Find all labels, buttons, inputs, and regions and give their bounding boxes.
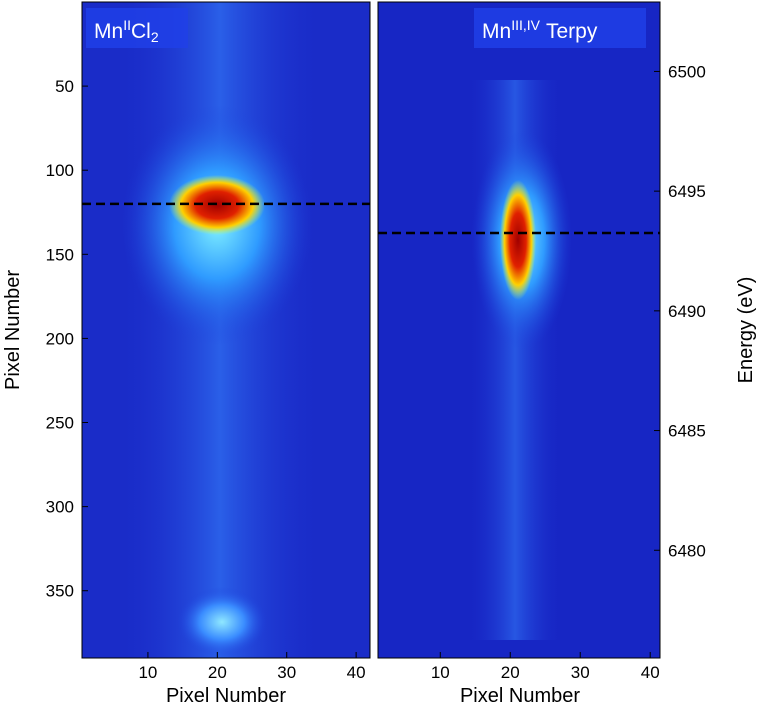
x-tick-label: 20 — [501, 663, 520, 682]
y-tick-label: 100 — [46, 161, 74, 180]
annotation-part: Terpy — [546, 20, 598, 43]
x-tick-label: 10 — [431, 663, 450, 682]
x-tick-label: 40 — [641, 663, 660, 682]
x-axis-label: Pixel Number — [460, 685, 580, 707]
x-tick-label: 40 — [347, 663, 366, 682]
y-tick-label: 300 — [46, 498, 74, 517]
y-tick-label: 6500 — [668, 62, 706, 81]
annotation-part: Mn — [482, 20, 511, 43]
annotation-box — [86, 8, 188, 48]
panel-right-image — [378, 2, 660, 658]
y-tick-label: 6485 — [668, 422, 706, 441]
annotation-part: Mn — [94, 20, 123, 43]
plot-frame — [377, 1, 661, 659]
annotation-box — [474, 8, 646, 48]
y-tick-label: 6495 — [668, 182, 706, 201]
plot-frame — [81, 1, 371, 659]
annotation-part: III,IV — [511, 17, 540, 33]
annotation-part: 2 — [151, 29, 159, 45]
y-axis-label: Energy (eV) — [735, 277, 757, 384]
x-axis-label: Pixel Number — [166, 685, 286, 707]
y-tick-label: 350 — [46, 582, 74, 601]
y-tick-label: 250 — [46, 414, 74, 433]
annotation: MnIII,IV Terpy — [482, 17, 598, 43]
annotation-part: Cl — [131, 20, 151, 43]
x-tick-label: 10 — [138, 663, 157, 682]
y-tick-label: 6490 — [668, 302, 706, 321]
x-tick-label: 30 — [277, 663, 296, 682]
x-tick-label: 20 — [208, 663, 227, 682]
y-tick-label: 150 — [46, 245, 74, 264]
panel-left-image — [82, 2, 370, 658]
annotation: MnIICl2 — [94, 17, 159, 45]
y-axis-label: Pixel Number — [2, 270, 24, 390]
y-tick-label: 50 — [55, 77, 74, 96]
x-tick-label: 30 — [571, 663, 590, 682]
y-tick-label: 6480 — [668, 541, 706, 560]
annotation-part: II — [123, 17, 131, 33]
y-tick-label: 200 — [46, 329, 74, 348]
